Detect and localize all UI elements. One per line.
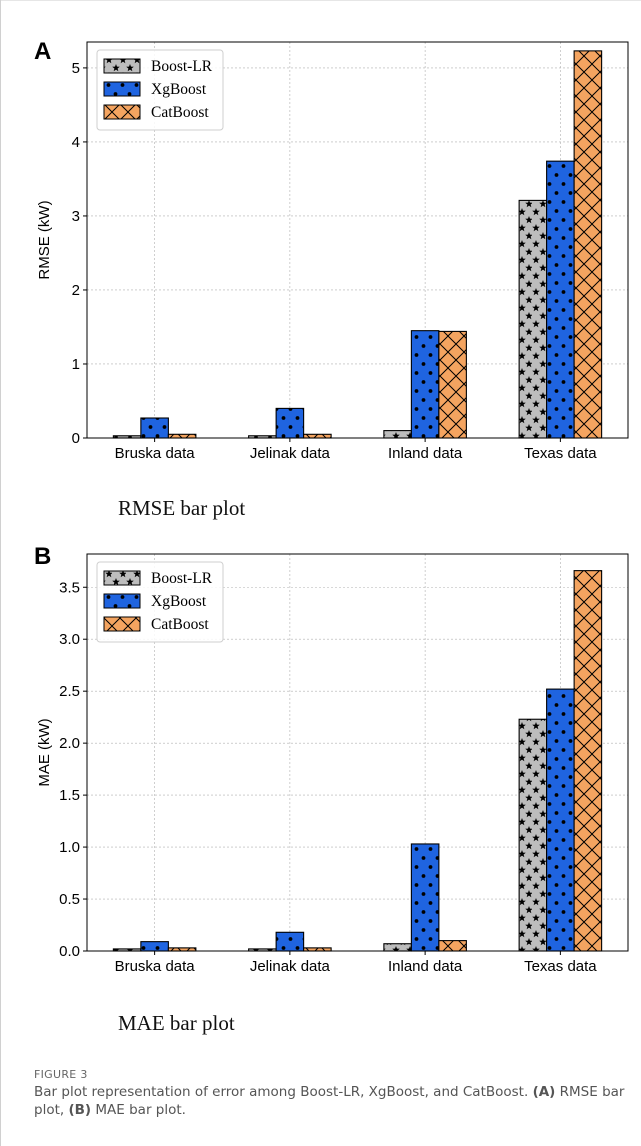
y-tick-label: 1.5 bbox=[59, 787, 80, 804]
caption-a-tag: (A) bbox=[532, 1084, 556, 1100]
bar-catboost-texas-data-pattern bbox=[574, 50, 602, 439]
legend-swatch-catboost bbox=[103, 616, 141, 632]
bar-catboost-inland-data-pattern bbox=[438, 940, 467, 951]
x-tick-label-bruska-data: Bruska data bbox=[115, 445, 196, 462]
x-tick-label-jelinak-data: Jelinak data bbox=[250, 445, 331, 462]
bar-catboost-jelinak-data-pattern bbox=[303, 434, 332, 438]
caption-prefix: Bar plot representation of error among B… bbox=[34, 1084, 533, 1100]
legend-label-catboost: CatBoost bbox=[151, 616, 209, 633]
bar-xgboost-inland-data-pattern bbox=[411, 843, 439, 951]
bar-xgboost-texas-data-pattern bbox=[546, 161, 575, 438]
legend: Boost-LR XgBoost CatBoost bbox=[96, 561, 224, 643]
x-tick-label-texas-data: Texas data bbox=[524, 958, 597, 975]
y-tick-label: 2.0 bbox=[59, 735, 80, 752]
rmse-chart: 0 1 2 3 4 5 Bruska data Jelinak data Inland data… bbox=[36, 41, 629, 462]
x-tick-label-inland-data: Inland data bbox=[388, 445, 463, 462]
bar-catboost-jelinak-data-pattern bbox=[303, 947, 332, 951]
legend-swatch-xgboost-pattern bbox=[104, 594, 140, 608]
legend-swatch-catboost bbox=[103, 104, 141, 120]
y-ticks: 0.0 0.5 1.0 1.5 2.0 2.5 3.0 3.5 bbox=[59, 579, 87, 960]
caption-a-text: RMSE bar plot, bbox=[34, 1084, 625, 1118]
legend-label-xgboost: XgBoost bbox=[151, 593, 207, 610]
figure-caption: FIGURE 3 Bar plot representation of erro… bbox=[34, 1068, 634, 1119]
bar-boost-lr-texas-data-pattern bbox=[519, 200, 547, 438]
legend: Boost-LR XgBoost CatBoost bbox=[96, 49, 224, 131]
x-tick-label-texas-data: Texas data bbox=[524, 445, 597, 462]
y-axis-label: MAE (kW) bbox=[36, 718, 53, 786]
panel-letter-a: A bbox=[34, 38, 52, 65]
legend-swatch-boost-lr bbox=[103, 58, 141, 74]
panel-a-subcaption: RMSE bar plot bbox=[118, 496, 246, 520]
y-tick-label: 2.5 bbox=[59, 683, 80, 700]
panel-letter-b: B bbox=[34, 543, 52, 570]
bar-catboost-inland-data-pattern bbox=[438, 331, 467, 438]
panel-b-subcaption: MAE bar plot bbox=[118, 1011, 235, 1035]
y-tick-label: 3.0 bbox=[59, 631, 80, 648]
bar-xgboost-jelinak-data-pattern bbox=[276, 932, 304, 951]
plot-frame bbox=[86, 553, 629, 952]
legend-swatch-boost-lr-pattern bbox=[104, 571, 140, 585]
bar-boost-lr-texas-data-pattern bbox=[519, 719, 547, 951]
legend-label-xgboost: XgBoost bbox=[151, 81, 207, 98]
legend-swatch-catboost-pattern bbox=[104, 617, 140, 631]
bar-catboost-bruska-data-pattern bbox=[168, 434, 196, 438]
bars bbox=[112, 50, 603, 439]
bar-catboost-texas-data-pattern bbox=[574, 570, 602, 951]
bar-xgboost-jelinak-data-pattern bbox=[276, 408, 304, 438]
x-ticks: Bruska data Jelinak data Inland data Texas … bbox=[115, 951, 597, 975]
x-tick-label-inland-data: Inland data bbox=[388, 958, 463, 975]
y-tick-label: 4 bbox=[72, 134, 80, 151]
y-tick-label: 1 bbox=[72, 356, 80, 373]
legend-swatch-boost-lr-pattern bbox=[104, 59, 140, 73]
legend-swatch-xgboost bbox=[103, 81, 141, 97]
y-tick-label: 0.0 bbox=[59, 943, 80, 960]
y-tick-label: 2 bbox=[72, 282, 80, 299]
y-axis-label: RMSE (kW) bbox=[36, 200, 53, 279]
x-tick-label-bruska-data: Bruska data bbox=[115, 958, 196, 975]
x-tick-label-jelinak-data: Jelinak data bbox=[250, 958, 331, 975]
figure-caption-text: Bar plot representation of error among B… bbox=[34, 1083, 634, 1119]
y-tick-label: 3 bbox=[72, 208, 80, 225]
y-tick-label: 5 bbox=[72, 60, 80, 77]
caption-b-text: MAE bar plot. bbox=[91, 1102, 186, 1118]
legend-swatch-xgboost bbox=[103, 593, 141, 609]
bar-xgboost-bruska-data-pattern bbox=[140, 941, 169, 951]
legend-label-boost-lr: Boost-LR bbox=[151, 570, 213, 587]
legend-swatch-boost-lr bbox=[103, 570, 141, 586]
y-ticks: 0 1 2 3 4 5 bbox=[72, 60, 87, 447]
bar-boost-lr-bruska-data-pattern bbox=[113, 435, 141, 438]
page-left-border bbox=[0, 0, 1, 1146]
bar-boost-lr-jelinak-data-pattern bbox=[248, 948, 277, 951]
y-tick-label: 0.5 bbox=[59, 891, 80, 908]
caption-b-tag: (B) bbox=[68, 1102, 92, 1118]
bar-boost-lr-inland-data-pattern bbox=[383, 943, 412, 951]
page-top-border bbox=[0, 0, 641, 1]
y-tick-label: 1.0 bbox=[59, 839, 80, 856]
legend-label-catboost: CatBoost bbox=[151, 104, 209, 121]
bar-xgboost-texas-data-pattern bbox=[546, 689, 575, 951]
mae-chart: 0.0 0.5 1.0 1.5 2.0 2.5 3.0 3.5 Bruska data Jelin… bbox=[36, 553, 629, 975]
panel-b: B 0.0 0.5 1.0 1.5 2.0 2.5 3.0 3.5 Bruska data Jel… bbox=[0, 530, 641, 1060]
bar-xgboost-inland-data-pattern bbox=[411, 330, 439, 438]
plot-frame bbox=[86, 41, 629, 439]
legend-swatch-catboost-pattern bbox=[104, 105, 140, 119]
x-ticks: Bruska data Jelinak data Inland data Texas … bbox=[115, 438, 597, 462]
y-tick-label: 3.5 bbox=[59, 579, 80, 596]
bar-boost-lr-jelinak-data-pattern bbox=[248, 435, 277, 438]
y-tick-label: 0 bbox=[72, 430, 80, 447]
bar-boost-lr-inland-data-pattern bbox=[383, 430, 412, 438]
legend-swatch-xgboost-pattern bbox=[104, 82, 140, 96]
bar-xgboost-bruska-data-pattern bbox=[140, 418, 169, 438]
figure-label: FIGURE 3 bbox=[34, 1068, 88, 1081]
bar-catboost-bruska-data-pattern bbox=[168, 947, 196, 951]
panel-a: A 0 1 2 3 4 5 Bruska data Jelinak data Inland da… bbox=[0, 0, 641, 530]
legend-label-boost-lr: Boost-LR bbox=[151, 58, 213, 75]
bar-boost-lr-bruska-data-pattern bbox=[113, 948, 141, 951]
